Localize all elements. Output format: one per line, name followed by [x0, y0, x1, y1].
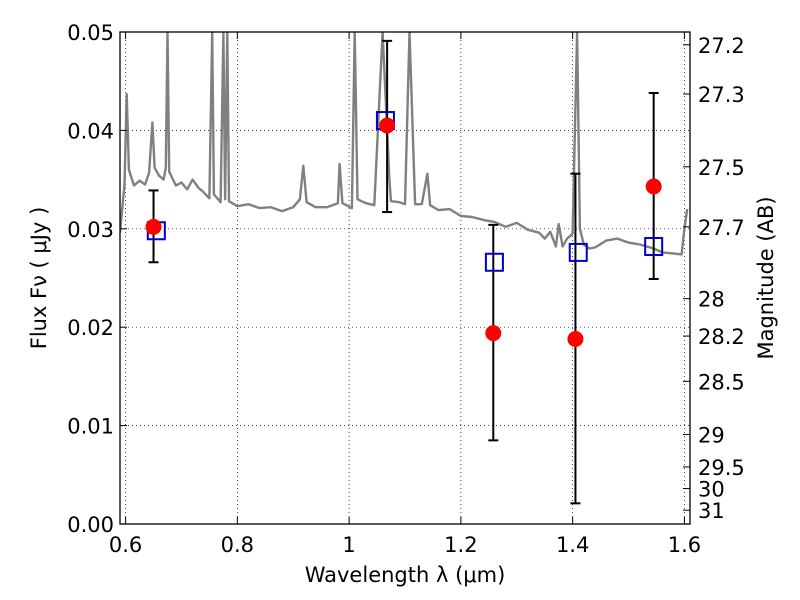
- x-axis-label: Wavelength λ (μm): [305, 563, 506, 587]
- magnitude-tick-label: 28.2: [698, 325, 745, 349]
- observed-point: [379, 117, 396, 134]
- x-tick-label: 1: [342, 533, 355, 557]
- magnitude-tick-label: 27.7: [698, 216, 745, 240]
- y-tick-label: 0.04: [67, 119, 114, 143]
- model-point: [568, 242, 588, 262]
- x-tick-label: 1.2: [444, 533, 477, 557]
- magnitude-tick-label: 28.5: [698, 370, 745, 394]
- x-tick-labels: 0.6 0.8 1 1.2 1.4 1.6: [109, 533, 701, 557]
- right-axis-label: Magnitude (AB): [754, 196, 778, 359]
- y-tick-label: 0.01: [67, 415, 114, 439]
- template-spectrum: [120, 32, 689, 256]
- model-point: [484, 252, 504, 272]
- y-tick-label: 0.02: [67, 316, 114, 340]
- y-axis-label: Flux Fν ( μJy ): [27, 207, 51, 350]
- x-tick-label: 1.4: [556, 533, 589, 557]
- grid-lines: [120, 31, 690, 525]
- magnitude-tick-label: 27.5: [698, 156, 745, 180]
- model-point: [644, 237, 664, 257]
- observed-point: [485, 325, 502, 342]
- magnitude-tick-label: 28: [698, 288, 725, 312]
- x-tick-label: 1.6: [668, 533, 701, 557]
- x-tick-label: 0.6: [109, 533, 142, 557]
- observed-point: [645, 178, 662, 195]
- magnitude-tick-label: 30: [698, 478, 725, 502]
- magnitude-tick-label: 31: [698, 499, 725, 523]
- y-tick-label: 0.05: [67, 21, 114, 45]
- y-tick-labels: 0.00 0.01 0.02 0.03 0.04 0.05: [67, 21, 114, 537]
- spectrum-line: [120, 32, 689, 256]
- model-photometry: [146, 111, 664, 272]
- magnitude-tick-label: 29.5: [698, 456, 745, 480]
- observed-point: [145, 218, 162, 235]
- x-tick-label: 0.8: [221, 533, 254, 557]
- y-tick-label: 0.00: [67, 513, 114, 537]
- observed-photometry: [145, 117, 662, 348]
- observed-point: [567, 331, 584, 348]
- plot-frame: [119, 31, 691, 525]
- y-tick-label: 0.03: [67, 218, 114, 242]
- magnitude-tick-label: 27.2: [698, 34, 745, 58]
- axis-ticks: [120, 31, 690, 525]
- magnitude-tick-label: 29: [698, 423, 725, 447]
- magnitude-tick-label: 27.3: [698, 83, 745, 107]
